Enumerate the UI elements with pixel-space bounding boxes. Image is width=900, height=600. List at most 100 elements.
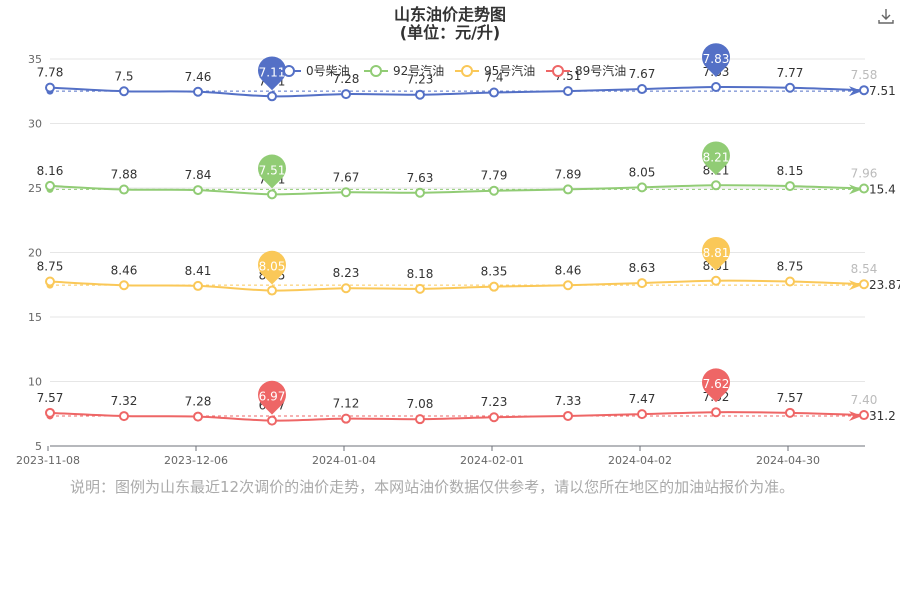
data-point[interactable] [193,86,203,97]
data-point[interactable] [267,91,277,102]
data-point[interactable] [415,89,425,100]
data-label: 8.35 [481,265,508,279]
data-point[interactable] [637,278,647,289]
data-point[interactable] [785,407,795,418]
data-point[interactable] [341,413,351,424]
average-arrow [849,410,862,421]
data-point[interactable] [489,87,499,98]
data-point[interactable] [119,86,129,97]
data-point[interactable] [711,407,721,418]
legend-label: 95号汽油 [484,63,535,78]
series-lines [45,81,869,426]
data-point[interactable] [563,280,573,291]
data-point[interactable] [785,82,795,93]
data-point[interactable] [859,183,869,194]
legend-marker [461,65,473,77]
data-point[interactable] [45,180,55,191]
data-label: 8.05 [629,165,656,179]
data-point[interactable] [637,182,647,193]
disclaimer-note: 说明：图例为山东最近12次调价的油价走势，本网站油价数据仅供参考，请以您所在地区… [70,478,795,496]
average-arrow [849,184,862,195]
pin-value: 8.05 [259,260,286,274]
data-labels: 7.787.57.467.117.287.237.47.517.677.837.… [37,65,878,413]
x-tick-label: 2024-02-01 [460,454,524,467]
data-point[interactable] [193,411,203,422]
download-icon[interactable] [876,6,896,26]
data-label: 8.23 [333,266,360,280]
data-point[interactable] [45,407,55,418]
data-point[interactable] [119,411,129,422]
data-point[interactable] [637,409,647,420]
data-point[interactable] [859,410,869,421]
data-point[interactable] [341,187,351,198]
data-point[interactable] [119,184,129,195]
data-point[interactable] [563,184,573,195]
legend-item[interactable]: 92号汽油 [364,63,444,78]
data-label: 7.88 [111,168,138,182]
x-axis: 2023-11-08 2023-12-06 2024-01-04 2024-02-01… [16,445,865,467]
data-point[interactable] [563,86,573,97]
pin-value: 7.83 [703,52,730,66]
data-point[interactable] [711,180,721,191]
legend-item[interactable]: 0号柴油 [277,64,350,78]
data-point[interactable] [859,85,869,96]
data-point[interactable] [711,81,721,92]
data-label: 7.5 [114,69,133,83]
data-label: 7.32 [111,394,138,408]
y-tick-label: 20 [28,247,42,260]
x-tick-label: 2023-12-06 [164,454,228,467]
data-label: 7.89 [555,167,582,181]
chart-subtitle: (单位：元/升) [400,23,500,42]
data-point[interactable] [45,82,55,93]
legend-label: 92号汽油 [393,63,444,78]
data-label: 8.16 [37,164,64,178]
data-label: 7.28 [185,395,212,409]
data-label: 8.46 [555,263,582,277]
extreme-pin: 7.11 [258,56,287,91]
data-point[interactable] [711,275,721,286]
data-point[interactable] [489,412,499,423]
legend-item[interactable]: 89号汽油 [546,63,626,78]
legend-label: 89号汽油 [575,63,626,78]
y-tick-label: 5 [35,440,42,453]
legend-item[interactable]: 95号汽油 [455,63,535,78]
legend-marker [370,65,382,77]
data-point[interactable] [415,283,425,294]
data-point[interactable] [267,285,277,296]
y-tick-label: 25 [28,182,42,195]
data-point[interactable] [193,280,203,291]
data-point[interactable] [267,189,277,200]
series-line [49,411,865,422]
data-point[interactable] [415,187,425,198]
data-label: 7.67 [629,67,656,81]
series-line [49,184,865,196]
legend[interactable]: 0号柴油 92号汽油 95号汽油 89号汽油 [277,63,626,78]
data-label: 7.23 [481,395,508,409]
data-point[interactable] [489,185,499,196]
extreme-pin: 7.62 [702,368,731,403]
data-point[interactable] [341,283,351,294]
data-point[interactable] [563,410,573,421]
data-point[interactable] [637,84,647,95]
data-point[interactable] [119,280,129,291]
data-label: 8.18 [407,267,434,281]
data-point[interactable] [785,181,795,192]
chart-title: 山东油价走势图 [394,5,506,24]
data-label: 7.40 [851,393,878,407]
extreme-pins: 7.83 7.11 8.21 7.51 8.81 8.05 7.62 6.97 [258,43,731,415]
pin-marker [258,250,287,285]
data-point[interactable] [45,276,55,287]
data-point[interactable] [415,414,425,425]
data-point[interactable] [267,415,277,426]
data-point[interactable] [489,281,499,292]
data-label: 7.4 [484,71,503,85]
data-label: 7.28 [333,72,360,86]
pin-value: 7.51 [259,163,286,177]
data-point[interactable] [785,276,795,287]
data-point[interactable] [341,89,351,100]
legend-marker [283,65,295,77]
pin-value: 7.11 [259,65,286,79]
y-tick-label: 35 [28,53,42,66]
data-point[interactable] [193,185,203,196]
data-point[interactable] [859,279,869,290]
